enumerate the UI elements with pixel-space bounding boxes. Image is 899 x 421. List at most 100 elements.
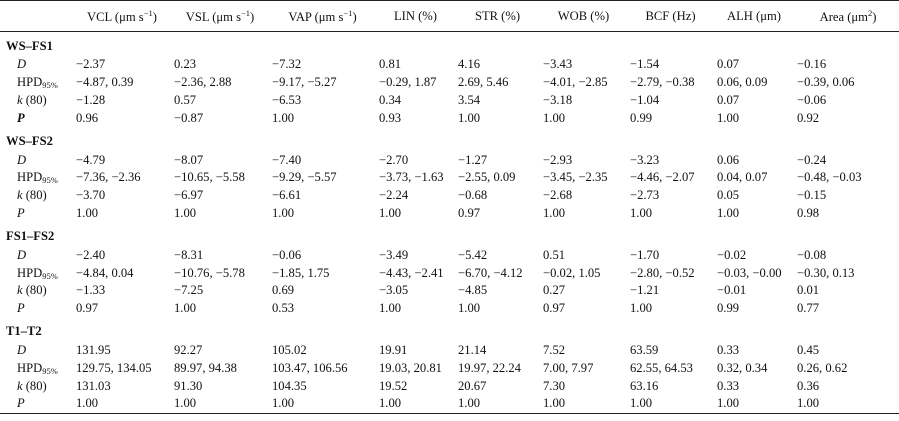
table-cell: 0.23 [174, 57, 197, 72]
col-header-wob: WOB (%) [537, 0, 624, 32]
table-cell: −1.04 [630, 92, 660, 107]
table-row-hpd: HPD95% 129.75, 134.05 89.97, 94.38 103.47, … [0, 359, 899, 377]
table-cell: 63.59 [630, 342, 659, 357]
table-cell: 19.97, 22.24 [458, 360, 521, 375]
table-cell: 0.51 [543, 247, 566, 262]
table-cell: −10.65, −5.58 [174, 170, 245, 185]
row-label: D [0, 342, 70, 360]
table-cell: −1.28 [76, 92, 106, 107]
col-header-alh: ALH (μm) [711, 0, 791, 32]
table-cell: −5.42 [458, 247, 488, 262]
table-row-k: k (80) 131.03 91.30 104.35 19.52 20.67 7.30 63.… [0, 377, 899, 395]
table-cell: 0.97 [76, 301, 99, 316]
table-cell: 131.95 [76, 342, 111, 357]
table-row-p: P 0.97 1.00 0.53 1.00 1.00 0.97 1.00 0.99 0.77 [0, 300, 899, 318]
table-cell: 63.16 [630, 378, 659, 393]
table-cell: 1.00 [791, 394, 899, 414]
group-header-row: WS–FS1 [0, 32, 899, 57]
row-label: D [0, 246, 70, 264]
table-cell: −2.80, −0.52 [630, 265, 695, 280]
table-cell: −1.21 [630, 283, 660, 298]
table-cell: −4.46, −2.07 [630, 170, 695, 185]
col-header-bcf: BCF (Hz) [624, 0, 711, 32]
table-cell: −3.70 [76, 188, 106, 203]
group-title: FS1–FS2 [6, 228, 55, 243]
row-label-p: P [17, 396, 25, 411]
table-cell: −0.68 [458, 188, 488, 203]
table-cell: 1.00 [70, 394, 168, 414]
row-label-d: D [17, 57, 27, 72]
table-cell: 1.00 [717, 110, 740, 125]
row-label-hpd: HPD [17, 360, 43, 375]
table-row-hpd: HPD95% −4.84, 0.04 −10.76, −5.78 −1.85, 1.7… [0, 264, 899, 282]
table-cell: 7.00, 7.97 [543, 360, 594, 375]
table-cell: 0.53 [272, 301, 295, 316]
table-cell: 19.91 [379, 342, 408, 357]
table-cell: 1.00 [168, 394, 266, 414]
row-label-hpd: HPD [17, 170, 43, 185]
table-row-hpd: HPD95% −4.87, 0.39 −2.36, 2.88 −9.17, −5.27… [0, 74, 899, 92]
table-cell: −0.06 [272, 247, 302, 262]
row-label-k-paren: (80) [22, 378, 47, 393]
row-label: P [0, 205, 70, 223]
table-cell: 0.97 [458, 205, 481, 220]
table-cell: −10.76, −5.78 [174, 265, 245, 280]
table-cell: −9.29, −5.57 [272, 170, 337, 185]
table-cell: −7.36, −2.36 [76, 170, 141, 185]
table-cell: 0.99 [717, 301, 740, 316]
row-label: D [0, 56, 70, 74]
table-cell: 0.45 [797, 342, 820, 357]
table-cell: −0.06 [797, 92, 827, 107]
table-cell: 19.52 [379, 378, 408, 393]
table-cell: 0.04, 0.07 [717, 170, 768, 185]
row-label-d: D [17, 152, 27, 167]
table-cell: −7.32 [272, 57, 302, 72]
row-label-k-paren: (80) [22, 92, 47, 107]
table-cell: 1.00 [630, 301, 653, 316]
table-cell: −3.45, −2.35 [543, 170, 608, 185]
table-cell: 1.00 [717, 205, 740, 220]
table-cell: 0.99 [630, 110, 653, 125]
table-cell: 1.00 [458, 301, 481, 316]
table-cell: 1.00 [543, 110, 566, 125]
table-cell: 0.32, 0.34 [717, 360, 768, 375]
table-row-k: k (80) −1.28 0.57 −6.53 0.34 3.54 −3.18 −1.04 0.… [0, 92, 899, 110]
table-cell: 7.30 [543, 378, 566, 393]
table-row-d: D −2.37 0.23 −7.32 0.81 4.16 −3.43 −1.54 0.07 −0.… [0, 56, 899, 74]
row-label-k-paren: (80) [22, 283, 47, 298]
table-cell: −0.01 [717, 283, 747, 298]
table-cell: 0.81 [379, 57, 402, 72]
table-cell: 7.52 [543, 342, 566, 357]
table-cell: 0.06 [717, 152, 740, 167]
table-cell: 0.01 [797, 283, 820, 298]
table-cell: 1.00 [543, 205, 566, 220]
table-cell: −7.25 [174, 283, 204, 298]
table-cell: 89.97, 94.38 [174, 360, 237, 375]
table-cell: −1.33 [76, 283, 106, 298]
table-cell: −2.70 [379, 152, 409, 167]
table-cell: 0.57 [174, 92, 197, 107]
table-cell: −2.79, −0.38 [630, 75, 695, 90]
table-cell: −0.08 [797, 247, 827, 262]
table-cell: 103.47, 106.56 [272, 360, 348, 375]
table-cell: 1.00 [379, 205, 402, 220]
table-cell: 129.75, 134.05 [76, 360, 152, 375]
row-label-hpd-subscript: 95% [42, 365, 58, 376]
table-cell: −3.49 [379, 247, 409, 262]
table-cell: 104.35 [272, 378, 307, 393]
table-cell: −4.01, −2.85 [543, 75, 608, 90]
table-cell: 1.00 [630, 205, 653, 220]
table-cell: 62.55, 64.53 [630, 360, 693, 375]
table-cell: −4.85 [458, 283, 488, 298]
col-header-vsl: VSL (μm s−1) [168, 0, 266, 32]
table-cell: −1.54 [630, 57, 660, 72]
row-label-k-paren: (80) [22, 188, 47, 203]
row-label-k: k [17, 378, 23, 393]
table-cell: −0.30, 0.13 [797, 265, 855, 280]
table-cell: 0.96 [76, 110, 99, 125]
table-cell: 21.14 [458, 342, 487, 357]
row-label: HPD95% [0, 169, 70, 187]
table-cell: −1.70 [630, 247, 660, 262]
table-cell: 0.98 [797, 205, 820, 220]
table-cell: 0.92 [797, 110, 820, 125]
